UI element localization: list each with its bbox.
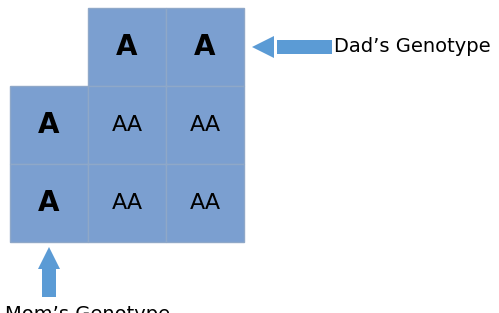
Polygon shape	[38, 247, 60, 269]
Text: Mom’s Genotype: Mom’s Genotype	[5, 305, 170, 313]
Bar	[88, 86, 166, 164]
Text: AA: AA	[111, 115, 143, 135]
Text: Dad’s Genotype: Dad’s Genotype	[334, 38, 491, 57]
Bar	[166, 164, 244, 242]
Bar	[10, 164, 88, 242]
Bar	[88, 8, 166, 86]
Text: A: A	[38, 111, 60, 139]
Bar	[10, 86, 88, 164]
Text: AA: AA	[111, 193, 143, 213]
Text: A: A	[194, 33, 216, 61]
Text: AA: AA	[190, 193, 221, 213]
Bar	[277, 40, 332, 54]
Bar	[42, 267, 56, 297]
Bar	[88, 164, 166, 242]
Text: A: A	[38, 189, 60, 217]
Bar	[166, 8, 244, 86]
Polygon shape	[252, 36, 274, 58]
Bar	[166, 86, 244, 164]
Text: A: A	[116, 33, 138, 61]
Text: AA: AA	[190, 115, 221, 135]
